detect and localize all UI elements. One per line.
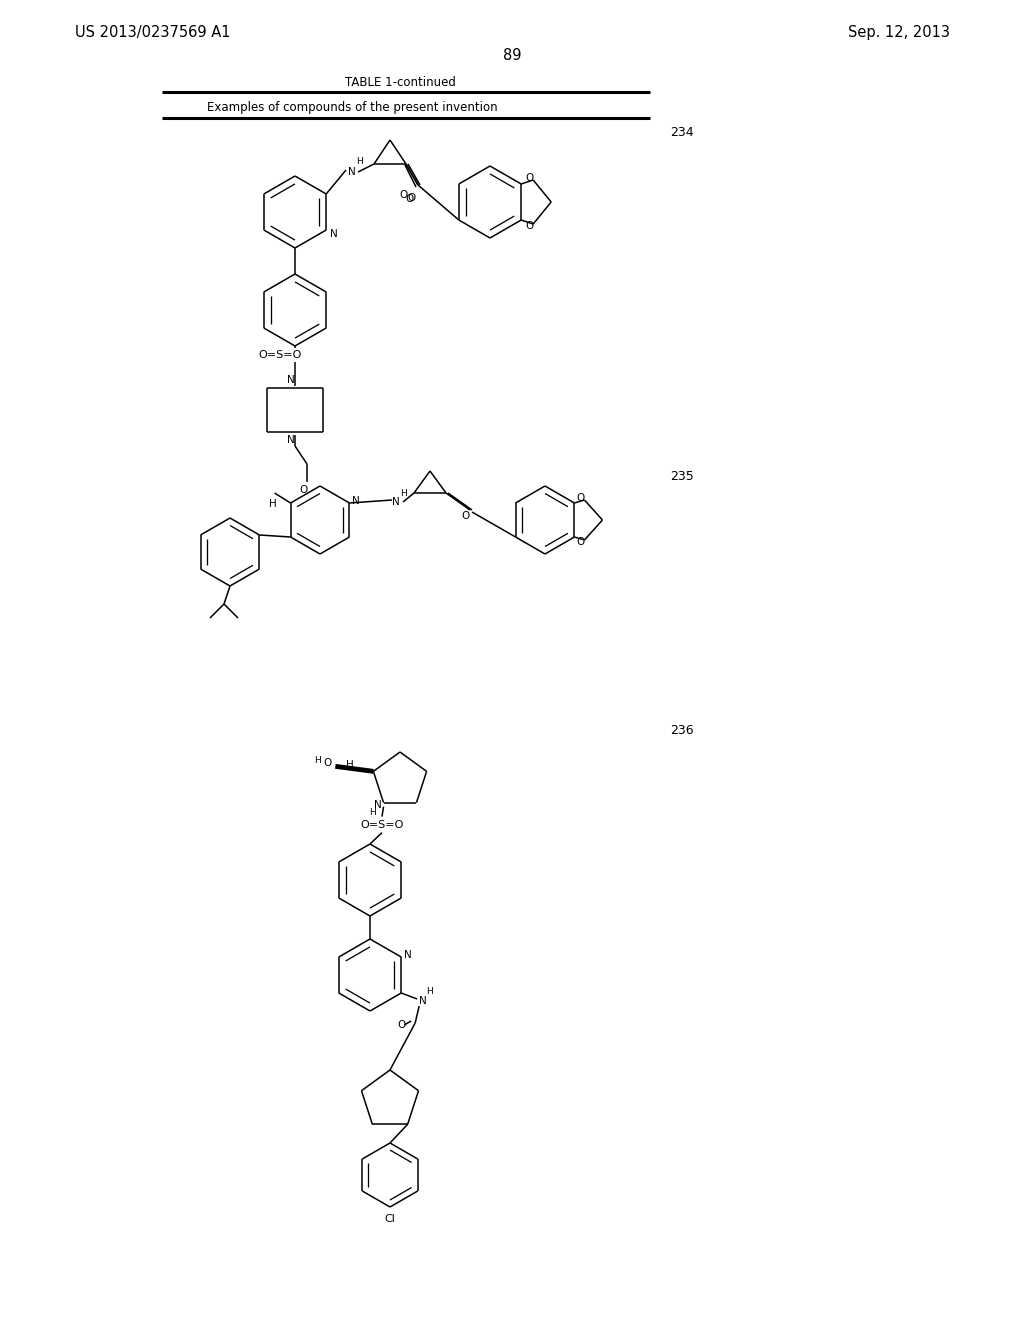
Text: Cl: Cl: [385, 1214, 395, 1224]
Text: N: N: [331, 228, 338, 239]
Text: O: O: [577, 537, 585, 546]
Text: H: H: [356, 157, 362, 166]
Text: Sep. 12, 2013: Sep. 12, 2013: [848, 25, 950, 40]
Text: N: N: [287, 375, 295, 385]
Text: N: N: [287, 436, 295, 445]
Text: TABLE 1-continued: TABLE 1-continued: [344, 75, 456, 88]
Text: US 2013/0237569 A1: US 2013/0237569 A1: [75, 25, 230, 40]
Text: O: O: [400, 190, 409, 201]
Text: N: N: [351, 496, 359, 506]
Text: O: O: [461, 511, 469, 521]
Text: O: O: [525, 173, 534, 183]
Text: N: N: [348, 168, 356, 177]
Text: O: O: [525, 220, 534, 231]
Text: O: O: [406, 194, 414, 205]
Text: H: H: [369, 808, 376, 817]
Text: H: H: [314, 756, 321, 764]
Text: N: N: [404, 950, 412, 960]
Text: O=S=O: O=S=O: [258, 350, 302, 360]
Text: H: H: [269, 499, 276, 510]
Text: N: N: [374, 800, 381, 809]
Text: 236: 236: [670, 723, 693, 737]
Text: O: O: [408, 193, 416, 203]
Text: H: H: [400, 488, 407, 498]
Text: O: O: [324, 759, 332, 768]
Text: O: O: [577, 492, 585, 503]
Text: H: H: [426, 986, 432, 995]
Text: 234: 234: [670, 125, 693, 139]
Text: 89: 89: [503, 48, 521, 62]
Text: O: O: [299, 484, 307, 495]
Text: 235: 235: [670, 470, 693, 483]
Text: N: N: [392, 498, 400, 507]
Text: O: O: [397, 1020, 406, 1030]
Text: H: H: [346, 760, 354, 770]
Text: O=S=O: O=S=O: [360, 820, 403, 830]
Text: N: N: [419, 997, 427, 1006]
Text: Examples of compounds of the present invention: Examples of compounds of the present inv…: [207, 100, 498, 114]
